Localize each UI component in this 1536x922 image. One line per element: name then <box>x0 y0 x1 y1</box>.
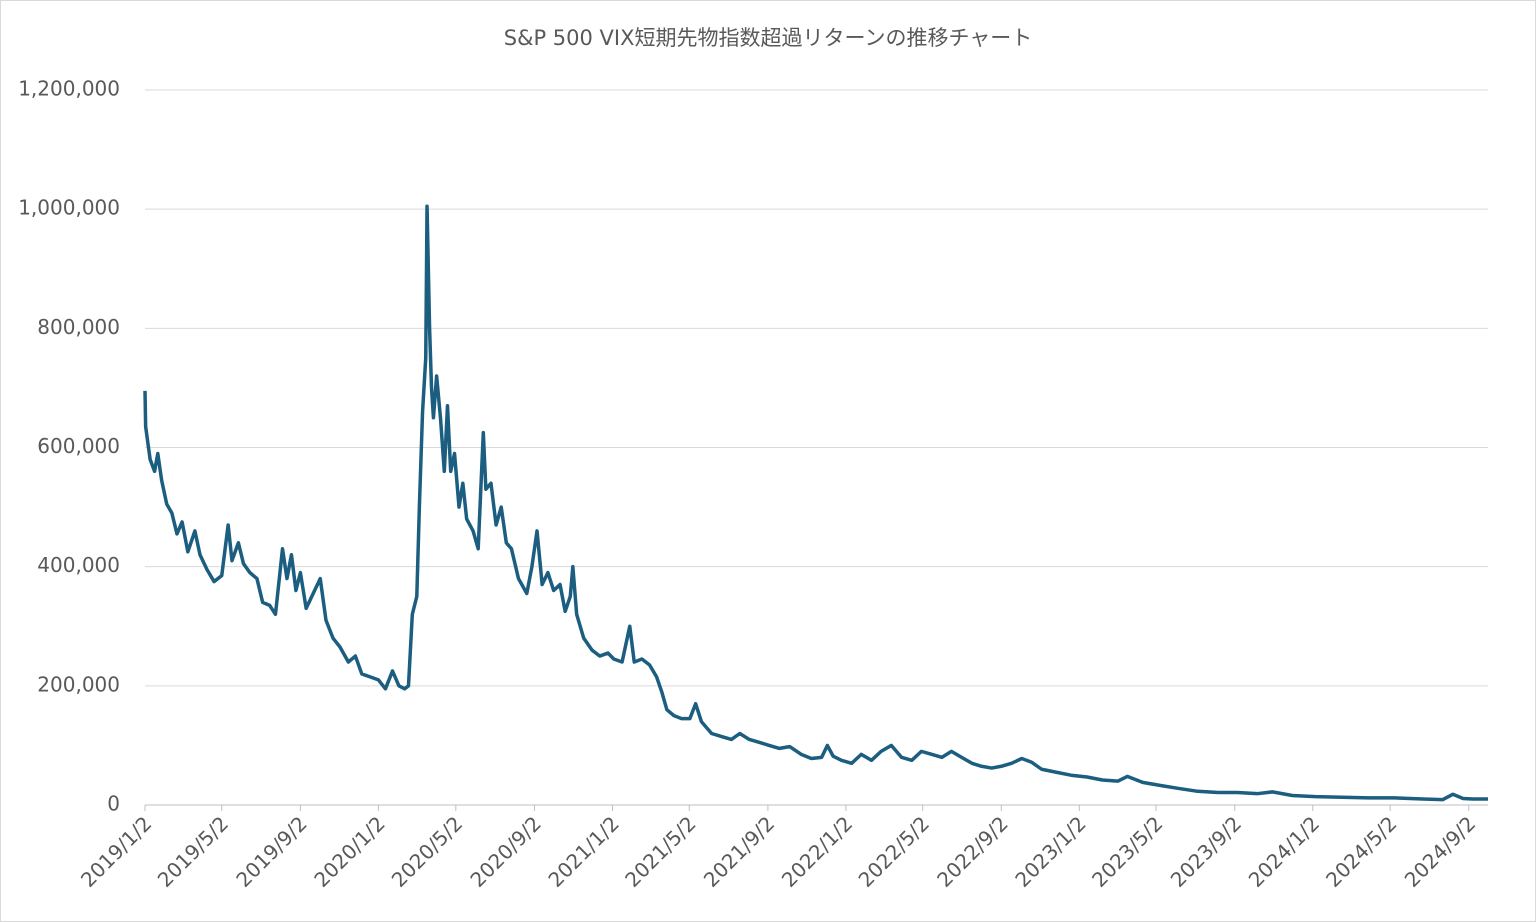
y-tick-label: 1,200,000 <box>18 77 120 101</box>
y-tick-label: 400,000 <box>37 553 120 577</box>
chart-title: S&P 500 VIX短期先物指数超過リターンの推移チャート <box>504 26 1033 50</box>
y-tick-label: 200,000 <box>37 672 120 696</box>
line-series <box>143 204 1488 802</box>
y-tick-label: 1,000,000 <box>18 196 120 220</box>
y-tick-label: 800,000 <box>37 315 120 339</box>
y-tick-label: 0 <box>107 792 120 816</box>
y-tick-label: 600,000 <box>37 434 120 458</box>
